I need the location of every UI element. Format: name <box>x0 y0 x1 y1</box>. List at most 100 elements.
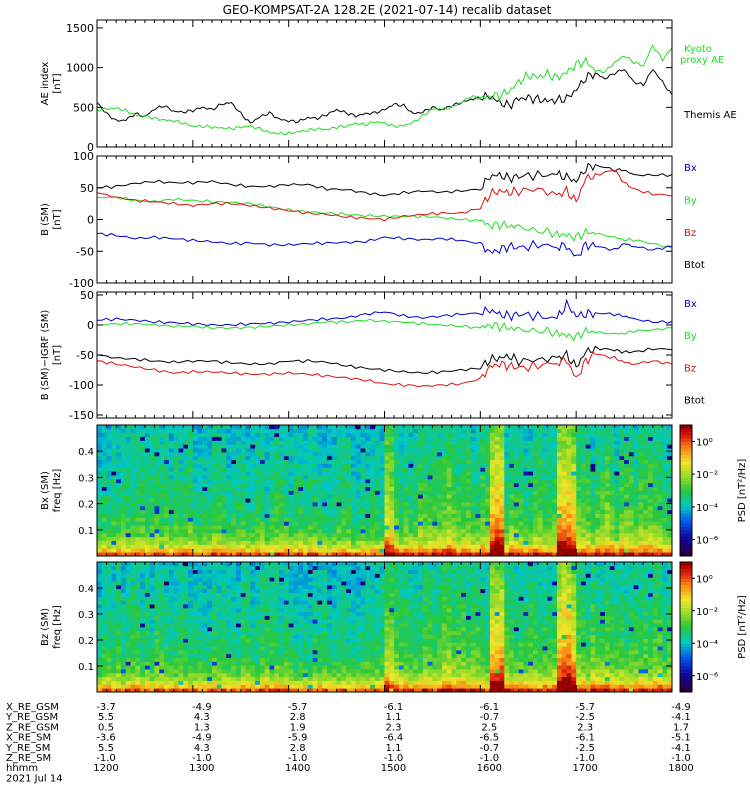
footer-row-label: X_RE_SM <box>6 733 51 744</box>
footer-cell: 1700 <box>572 763 597 774</box>
y-tick-label: 0.4 <box>78 584 94 595</box>
series-line-by <box>97 318 673 342</box>
footer-cell: -1.0 <box>671 753 691 764</box>
footer-row-label: Y_RE_SM <box>5 743 50 754</box>
y-tick-label: 0.2 <box>78 500 94 511</box>
axes-frame <box>96 155 673 284</box>
footer-cell: -2.5 <box>575 743 595 754</box>
y-tick-label: 1000 <box>66 62 94 75</box>
legend-proxy-ae: proxy AE <box>680 55 724 66</box>
footer-cell: -1.0 <box>480 753 500 764</box>
y-axis-label: B (SM) <box>40 203 51 236</box>
series-line-kyoto-proxy-ae <box>96 44 673 136</box>
legend-bz: Bz <box>684 363 696 374</box>
footer-cell: 2.3 <box>577 722 593 733</box>
y-tick-label: 1500 <box>66 22 94 35</box>
footer-cell: 1.9 <box>290 722 306 733</box>
y-tick-label: 0.1 <box>78 526 94 537</box>
footer-cell: -1.0 <box>288 753 308 764</box>
legend-bx: Bx <box>684 299 697 310</box>
footer-cell: 4.3 <box>194 743 210 754</box>
spectrogram-cells <box>97 425 673 557</box>
footer-cell: 1600 <box>477 763 502 774</box>
footer-row-label: Z_RE_GSM <box>6 722 59 733</box>
legend-bz: Bz <box>684 228 696 239</box>
footer-cell: -5.7 <box>288 702 308 713</box>
colorbar-tick-label: 10⁻² <box>696 470 718 481</box>
footer-cell: 5.5 <box>98 712 114 723</box>
y-axis-unit: [nT] <box>52 209 63 229</box>
footer-cell: 1500 <box>381 763 406 774</box>
series-line-bz <box>96 351 673 388</box>
footer-cell: -1.0 <box>96 753 116 764</box>
footer-row-label: Y_RE_GSM <box>5 712 58 723</box>
footer-cell: -1.0 <box>384 753 404 764</box>
footer-cell: -6.5 <box>480 733 500 744</box>
colorbar-tick-label: 10⁻⁴ <box>696 503 718 514</box>
footer-cell: -4.1 <box>671 712 691 723</box>
y-axis-unit: [nT] <box>52 73 63 93</box>
y-tick-label: 0.3 <box>78 610 94 621</box>
footer-cell: 4.3 <box>194 712 210 723</box>
footer-cell: 1200 <box>93 763 118 774</box>
y-tick-label: -100 <box>69 277 94 290</box>
footer-cell: -6.4 <box>384 733 404 744</box>
footer-cell: 1400 <box>285 763 310 774</box>
ephemeris-footer: X_RE_GSM -3.7 -4.9 -5.7 -6.1 -6.1 -5.7 -4.9 Y_RE… <box>5 702 694 784</box>
footer-row-label: X_RE_GSM <box>6 702 59 713</box>
figure-title: GEO-KOMPSAT-2A 128.2E (2021-07-14) recal… <box>223 3 552 17</box>
footer-cell: 0.5 <box>98 722 114 733</box>
footer-cell: 2.8 <box>290 743 306 754</box>
y-axis-label: AE index <box>40 62 51 106</box>
footer-cell: -6.1 <box>384 702 404 713</box>
legend-btot: Btot <box>684 260 705 271</box>
footer-cell: -0.7 <box>480 743 500 754</box>
legend-themis-ae: Themis AE <box>683 110 737 121</box>
colorbar-tick-label: 10⁰ <box>696 574 713 585</box>
footer-cell: -6.1 <box>575 733 595 744</box>
series-line-bz <box>96 170 673 222</box>
footer-date: 2021 Jul 14 <box>6 773 63 784</box>
footer-cell: 2.3 <box>386 722 402 733</box>
series-line-bx <box>96 232 673 257</box>
footer-row-label: hhmm <box>6 763 38 774</box>
colorbar: 10⁰ 10⁻² 10⁻⁴ 10⁻⁶ PSD [nT²/Hz] <box>679 424 748 557</box>
footer-cell: -4.1 <box>671 743 691 754</box>
footer-cell: 1.3 <box>194 722 210 733</box>
footer-cell: -6.1 <box>480 702 500 713</box>
series-line-by <box>96 196 673 249</box>
series-line-btot <box>96 345 673 375</box>
y-tick-label: 100 <box>73 150 94 163</box>
series-line-btot <box>96 162 673 197</box>
y-axis-label: B (SM)−IGRF (SM) <box>40 310 51 401</box>
colorbar: 10⁰ 10⁻² 10⁻⁴ 10⁻⁶ PSD [nT²/Hz] <box>679 561 748 693</box>
footer-row-label: Z_RE_SM <box>6 753 51 764</box>
footer-cell: -0.7 <box>480 712 500 723</box>
legend-by: By <box>684 331 697 342</box>
y-tick-label: 500 <box>73 101 94 114</box>
panel-bsm: -100 -50 0 50 100 B (SM) [nT] Bx By Bz Btot <box>40 150 705 290</box>
spectrogram-cells <box>97 562 673 693</box>
y-tick-label: 0 <box>87 319 94 332</box>
y-tick-label: 0.1 <box>78 662 94 673</box>
axes-frame <box>96 19 673 148</box>
footer-cell: -5.1 <box>671 733 691 744</box>
footer-cell: 1800 <box>668 763 693 774</box>
y-axis-label: Bz (SM) <box>40 608 51 646</box>
footer-cell: -1.0 <box>192 753 212 764</box>
colorbar-label: PSD [nT²/Hz] <box>737 595 748 659</box>
footer-cell: 1.7 <box>673 722 689 733</box>
y-tick-label: -100 <box>69 379 94 392</box>
axes-frame <box>96 291 673 419</box>
y-axis-unit: freq [Hz] <box>52 605 63 649</box>
colorbar-tick-label: 10⁻² <box>696 607 718 618</box>
footer-cell: 1.1 <box>386 743 402 754</box>
panel-spec_bx: 0.10.20.30.4Bx (SM) freq [Hz]10⁰10⁻²10⁻⁴1… <box>40 424 748 557</box>
colorbar-tick-label: 10⁰ <box>696 437 713 448</box>
y-tick-label: 0 <box>87 141 94 154</box>
footer-cell: -5.9 <box>288 733 308 744</box>
footer-cell: -3.6 <box>96 733 116 744</box>
